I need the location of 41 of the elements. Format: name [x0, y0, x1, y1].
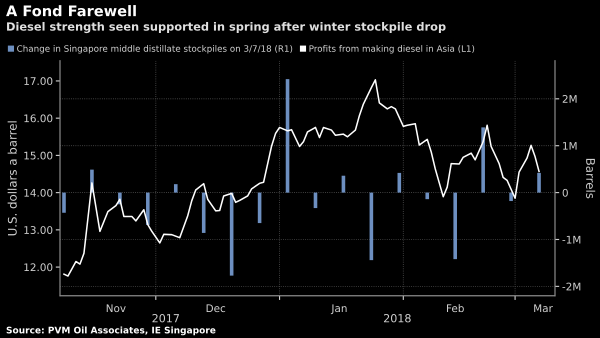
- y-tick-label: 13.00: [24, 226, 52, 234]
- bar: [453, 192, 457, 260]
- legend-label: Profits from making diesel in Asia (L1): [310, 45, 474, 54]
- bar: [342, 176, 346, 193]
- bar: [230, 192, 234, 276]
- y-tick-label: 14.00: [24, 188, 52, 197]
- bar: [62, 192, 66, 213]
- bar: [481, 127, 485, 193]
- x-tick-label: Dec: [206, 304, 226, 312]
- legend-label: Change in Singapore middle distillate stockpiles on 3/7/18 (R1): [17, 45, 292, 54]
- x-tick-label: Feb: [447, 304, 464, 312]
- bar: [370, 192, 374, 260]
- text: 2018: [384, 314, 411, 322]
- chart-title: A Fond Farewell: [6, 5, 136, 16]
- y-tick-label: 12.00: [24, 263, 52, 272]
- x-tick-label: Nov: [106, 304, 126, 312]
- y2-tick-label: 1M: [563, 142, 577, 150]
- text: 2017: [152, 314, 179, 322]
- y2-tick-label: 2M: [562, 95, 577, 103]
- chart-subtitle: Diesel strength seen supported in spring after winter stockpile drop: [7, 22, 446, 34]
- y-tick-label: 16.00: [24, 114, 52, 122]
- bar: [258, 192, 262, 224]
- y2-tick-label: 0: [562, 188, 568, 197]
- y2-tick-label: -1M: [562, 236, 580, 244]
- x-tick-label: Mar: [534, 304, 553, 312]
- bar: [286, 79, 290, 193]
- source-note: Source: PVM Oil Associates, IE Singapore: [6, 326, 216, 336]
- y-axis-title: U.S. dollars a barrel: [8, 121, 17, 236]
- line-series: [63, 79, 540, 277]
- x-tick-label: Jan: [330, 304, 347, 314]
- y2-axis-title: Barrels: [586, 158, 596, 198]
- bar: [174, 184, 178, 193]
- bar: [314, 192, 318, 208]
- bar: [425, 192, 430, 200]
- y-tick-label: 15.00: [24, 152, 52, 160]
- bar: [202, 192, 206, 233]
- y-tick-label: 17.00: [24, 77, 52, 86]
- bar: [537, 172, 541, 193]
- bar: [398, 172, 402, 193]
- y2-tick-label: -2M: [562, 282, 580, 290]
- bar: [509, 192, 513, 202]
